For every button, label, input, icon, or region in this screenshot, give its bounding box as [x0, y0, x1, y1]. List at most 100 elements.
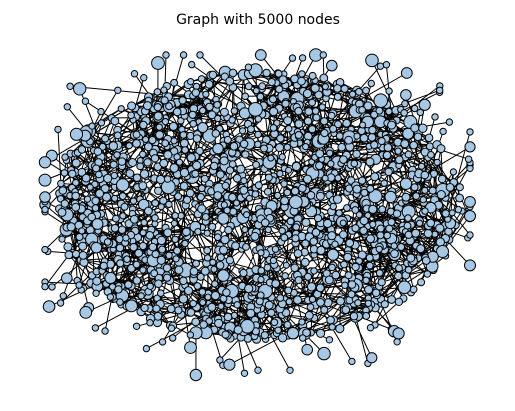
graph-node [252, 87, 260, 95]
graph-node [368, 189, 383, 204]
graph-node [191, 169, 200, 178]
graph-node [242, 243, 250, 251]
graph-edge [271, 276, 296, 298]
graph-node [318, 103, 326, 111]
graph-node [331, 270, 341, 280]
graph-node [185, 188, 195, 198]
graph-node [239, 185, 249, 195]
graph-edge [184, 149, 216, 162]
graph-node [244, 284, 254, 294]
graph-node [368, 125, 377, 135]
graph-node [263, 187, 272, 196]
graph-node [286, 327, 300, 340]
graph-node [181, 146, 189, 154]
graph-node [362, 276, 370, 284]
graph-edge [413, 145, 426, 176]
graph-node [38, 173, 52, 187]
graph-title: Graph with 5000 nodes [176, 12, 340, 28]
graph-node [233, 301, 241, 309]
graph-node [297, 76, 306, 86]
graph-node [54, 125, 62, 134]
graph-node [187, 78, 195, 86]
graph-node [156, 255, 166, 265]
graph-edge [256, 309, 291, 371]
graph-node [298, 54, 307, 62]
graph-node [411, 228, 421, 238]
graph-node [161, 139, 170, 148]
graph-node [83, 195, 92, 203]
graph-node [93, 147, 103, 156]
graph-node [364, 299, 372, 307]
graph-node [156, 235, 167, 246]
graph-node [416, 244, 426, 254]
graph-edge [381, 171, 390, 210]
graph-node [286, 217, 295, 226]
graph-node [148, 136, 157, 145]
graph-node [129, 243, 138, 252]
graph-node [231, 241, 240, 251]
graph-node [194, 228, 202, 236]
graph-node [165, 200, 173, 209]
graph-node [254, 115, 262, 123]
graph-node [311, 228, 321, 237]
graph-node [280, 180, 288, 188]
graph-node [189, 267, 199, 276]
graph-edge [224, 235, 257, 282]
graph-node [199, 320, 208, 329]
graph-node [327, 160, 335, 168]
graph-node [282, 261, 290, 269]
graph-node [335, 132, 344, 140]
graph-node [263, 263, 272, 272]
graph-node [169, 334, 177, 342]
graph-node [342, 118, 351, 128]
graph-edge [369, 150, 399, 190]
graph-node [125, 299, 138, 313]
graph-node [41, 282, 49, 291]
graph-node [189, 368, 203, 382]
graph-node [48, 283, 56, 291]
graph-node [271, 245, 280, 253]
graph-node [280, 233, 289, 242]
graph-node [352, 184, 362, 194]
graph-node [219, 107, 229, 117]
graph-node [399, 177, 413, 191]
graph-node [319, 73, 329, 83]
graph-node [58, 186, 68, 195]
graph-edge [355, 316, 369, 364]
graph-edge [91, 108, 122, 127]
graph-edge [339, 101, 353, 137]
graph-node [39, 191, 51, 203]
graph-node [248, 102, 263, 117]
graph-node [367, 79, 375, 88]
graph-node [303, 116, 313, 126]
graph-node [359, 133, 369, 143]
graph-node [117, 225, 127, 234]
graph-node [321, 83, 329, 91]
graph-node [312, 113, 321, 122]
graph-node [77, 167, 87, 177]
graph-node [300, 257, 310, 267]
graph-node [316, 245, 326, 255]
graph-node [146, 282, 154, 290]
graph-node [41, 205, 49, 214]
graph-node [117, 105, 125, 113]
graph-node [166, 304, 176, 314]
graph-node [203, 229, 211, 237]
graph-node [230, 107, 239, 115]
graph-node [205, 102, 214, 112]
graph-node [328, 263, 336, 272]
graph-node [165, 102, 173, 111]
graph-node [173, 246, 182, 255]
graph-node [57, 207, 67, 217]
graph-node [157, 289, 165, 298]
graph-node [213, 233, 222, 241]
graph-node [401, 100, 409, 108]
graph-node [351, 206, 360, 214]
graph-node [417, 278, 426, 287]
graph-node [311, 107, 320, 115]
graph-node [418, 98, 431, 111]
graph-node [310, 267, 318, 275]
graph-node [371, 288, 381, 297]
graph-node [464, 155, 473, 163]
graph-node [163, 228, 173, 238]
